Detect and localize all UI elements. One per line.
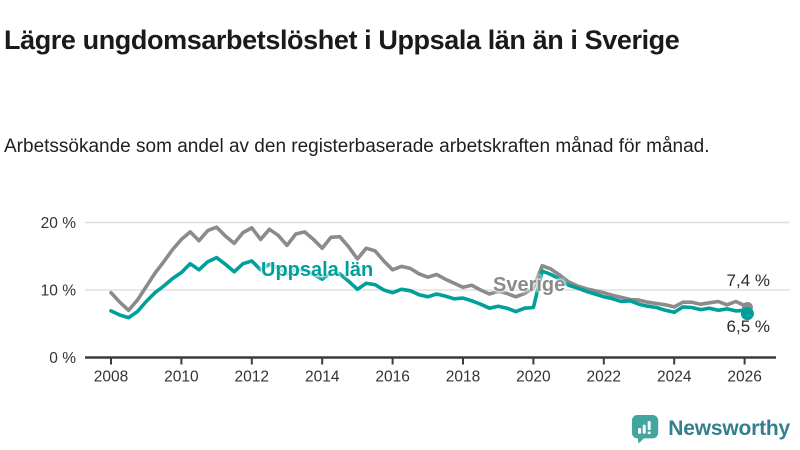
svg-text:2020: 2020 <box>516 369 551 386</box>
svg-text:10 %: 10 % <box>41 283 77 300</box>
svg-text:2010: 2010 <box>164 369 199 386</box>
line-chart: 20 % 10 % 0 % 2008 2010 2012 2014 2016 2018 2020 2… <box>41 215 790 386</box>
svg-text:0 %: 0 % <box>49 350 76 367</box>
svg-text:2014: 2014 <box>305 369 340 386</box>
svg-text:2026: 2026 <box>727 369 761 386</box>
svg-text:2016: 2016 <box>375 369 409 386</box>
newsworthy-wordmark: Newsworthy <box>668 417 790 440</box>
newsworthy-logo-icon <box>632 414 659 444</box>
chart-title: Lägre ungdomsarbetslöshet i Uppsala län … <box>4 25 680 56</box>
svg-text:2018: 2018 <box>446 369 480 386</box>
svg-text:20 %: 20 % <box>41 215 77 232</box>
uppsala-end-value-label: 6,5 % <box>726 317 770 336</box>
chart-subtitle: Arbetssökande som andel av den registerb… <box>4 136 710 157</box>
sverige-end-value-label: 7,4 % <box>726 271 770 290</box>
uppsala-series-label: Uppsala län <box>261 259 374 281</box>
svg-text:2022: 2022 <box>587 369 621 386</box>
newsworthy-brand: Newsworthy <box>631 413 790 445</box>
svg-text:2008: 2008 <box>94 369 128 386</box>
sverige-series-label: Sverige <box>493 274 566 296</box>
svg-text:2012: 2012 <box>235 369 269 386</box>
svg-text:2024: 2024 <box>657 369 692 386</box>
